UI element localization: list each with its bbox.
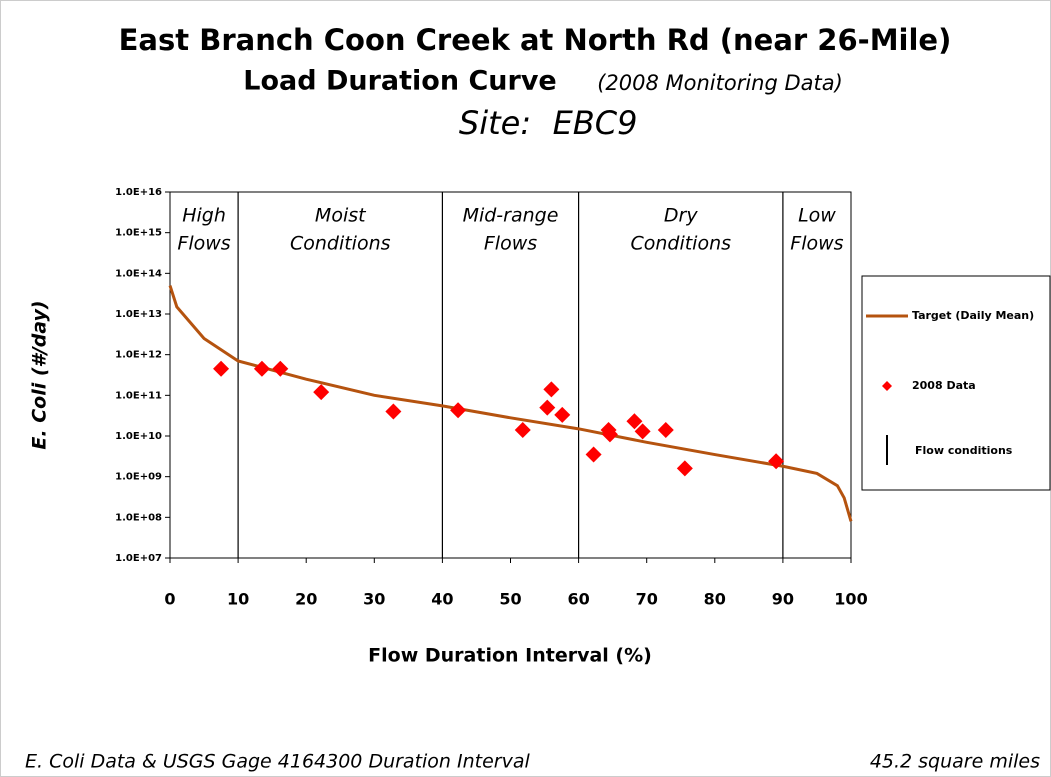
chart-subtitle: Load Duration Curve [243,66,556,97]
y-tick-label: 1.0E+12 [115,350,162,361]
data-point [657,422,674,439]
region-label: Moist [315,205,367,227]
data-point [539,399,556,416]
x-axis-label: Flow Duration Interval (%) [368,645,652,667]
x-tick-label: 20 [295,590,317,609]
y-tick-label: 1.0E+15 [115,228,162,239]
region-label: Flows [790,233,843,255]
region-label: High [182,205,226,227]
y-axis-label: E. Coli (#/day) [29,300,51,449]
site: EBC9 [553,104,638,142]
y-tick-label: 1.0E+08 [115,512,162,523]
x-tick-label: 90 [772,590,794,609]
y-tick-label: 1.0E+13 [115,309,162,320]
footer-right: 45.2 square miles [870,751,1040,773]
x-tick-label: 10 [227,590,249,609]
legend-label: 2008 Data [912,379,976,392]
data-point [450,402,467,419]
x-tick-label: 30 [363,590,385,609]
region-label: Dry [664,205,698,227]
data-point [585,446,602,463]
plot-area [169,191,852,559]
x-tick-label: 50 [499,590,521,609]
data-point [514,422,531,439]
subtitle-note: (2008 Monitoring Data) [597,71,843,95]
region-label: Conditions [630,233,731,255]
y-tick-label: 1.0E+16 [115,187,162,198]
legend-swatch [882,381,892,391]
y-tick-label: 1.0E+11 [115,390,162,401]
data-point [554,406,571,423]
data-point [213,360,230,377]
site-label: Site: [459,104,531,142]
legend-label: Target (Daily Mean) [912,309,1034,322]
data-point [601,426,618,443]
data-point [626,413,643,430]
x-tick-label: 40 [431,590,453,609]
chart-title: East Branch Coon Creek at North Rd (near… [119,23,952,57]
data-point [253,360,270,377]
region-label: Low [798,205,836,227]
x-tick-label: 80 [704,590,726,609]
x-tick-label: 0 [164,590,175,609]
region-label: Mid-range [463,205,559,227]
data-point [768,453,785,470]
region-label: Conditions [290,233,391,255]
data-point [313,384,330,401]
x-tick-label: 70 [636,590,658,609]
legend-label: Flow conditions [915,444,1013,457]
x-tick-label: 100 [834,590,867,609]
y-tick-label: 1.0E+14 [115,268,162,279]
x-tick-label: 60 [567,590,589,609]
target-line [168,285,853,522]
data-point [543,381,560,398]
legend-box [861,275,1051,491]
data-point [385,403,402,420]
data-point [676,460,693,477]
y-tick-label: 1.0E+07 [115,553,162,564]
y-tick-label: 1.0E+10 [115,431,162,442]
data-point [634,423,651,440]
region-label: Flows [177,233,230,255]
region-label: Flows [484,233,537,255]
data-point [272,360,289,377]
y-tick-label: 1.0E+09 [115,472,162,483]
footer-left: E. Coli Data & USGS Gage 4164300 Duratio… [25,751,530,773]
